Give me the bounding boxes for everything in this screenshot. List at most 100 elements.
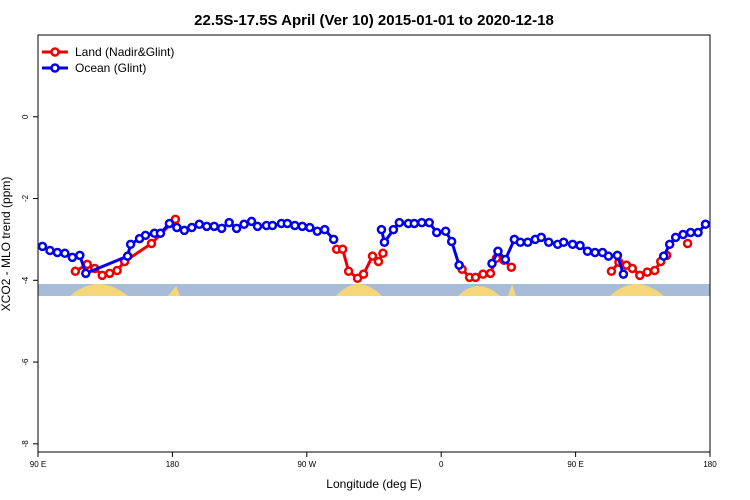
legend-label: Ocean (Glint) xyxy=(75,61,146,75)
point xyxy=(179,225,190,236)
point xyxy=(378,248,388,259)
point xyxy=(558,237,569,248)
point xyxy=(470,272,481,283)
point xyxy=(60,248,70,259)
point xyxy=(603,251,614,261)
point xyxy=(515,237,526,248)
x-tick-label: 90 E xyxy=(567,460,583,469)
x-tick-label: 180 xyxy=(703,460,717,469)
point xyxy=(478,269,488,279)
point xyxy=(590,247,600,258)
point xyxy=(319,224,330,235)
point xyxy=(394,217,405,228)
point xyxy=(201,221,212,232)
point xyxy=(417,217,427,228)
point xyxy=(67,252,78,263)
point xyxy=(682,238,693,249)
point xyxy=(112,265,122,276)
point xyxy=(352,273,363,283)
point xyxy=(52,247,63,258)
point xyxy=(122,251,133,261)
point xyxy=(376,224,387,235)
point xyxy=(305,222,315,233)
point xyxy=(388,224,399,235)
point xyxy=(209,221,219,232)
point xyxy=(618,269,629,279)
point xyxy=(627,263,638,274)
point xyxy=(246,216,257,227)
point xyxy=(543,237,554,248)
point xyxy=(337,244,348,254)
point xyxy=(231,223,242,234)
surface-mask xyxy=(38,284,710,296)
point xyxy=(649,265,660,276)
legend-marker xyxy=(50,63,60,73)
point xyxy=(81,268,91,279)
y-tick-label: 0 xyxy=(21,114,30,119)
point xyxy=(104,268,115,279)
point xyxy=(194,219,205,230)
point xyxy=(267,220,278,231)
point xyxy=(155,228,166,239)
point xyxy=(170,214,181,225)
point xyxy=(500,254,511,265)
point xyxy=(606,266,617,277)
point xyxy=(358,269,369,279)
point xyxy=(493,246,503,257)
point xyxy=(290,220,300,231)
x-tick-label: 0 xyxy=(439,460,444,469)
point xyxy=(379,237,390,248)
point xyxy=(37,241,48,252)
point xyxy=(664,239,675,250)
point xyxy=(70,266,81,277)
point xyxy=(140,230,151,241)
y-tick-label: -6 xyxy=(21,358,30,366)
point xyxy=(685,227,696,238)
y-tick-label: -2 xyxy=(21,194,30,202)
point xyxy=(282,218,293,229)
plot-frame xyxy=(37,34,711,453)
point xyxy=(446,236,457,247)
point xyxy=(454,260,464,270)
x-axis-label: Longitude (deg E) xyxy=(326,477,421,491)
point xyxy=(45,245,55,256)
point xyxy=(582,246,593,257)
point xyxy=(164,218,175,229)
point xyxy=(97,270,107,281)
point xyxy=(693,227,703,238)
point xyxy=(125,239,136,250)
point xyxy=(239,219,249,230)
point xyxy=(187,222,197,233)
point xyxy=(506,262,517,272)
y-tick-label: -4 xyxy=(21,276,30,284)
y-tick-label: -8 xyxy=(21,440,30,448)
point xyxy=(658,251,669,261)
point xyxy=(224,217,234,228)
series-line xyxy=(41,219,707,276)
point xyxy=(575,240,585,251)
point xyxy=(440,226,451,236)
point xyxy=(367,251,378,261)
y-axis-label: XCO2 - MLO trend (ppm) xyxy=(0,177,13,312)
legend-label: Land (Nadir&Glint) xyxy=(75,45,174,59)
point xyxy=(642,267,653,277)
point xyxy=(409,218,420,229)
point xyxy=(536,232,547,243)
point xyxy=(635,270,645,281)
point xyxy=(216,223,227,234)
point xyxy=(146,238,157,249)
legend-marker xyxy=(50,47,60,57)
point xyxy=(343,266,354,277)
point xyxy=(487,258,497,269)
x-tick-label: 90 W xyxy=(297,460,316,469)
x-tick-label: 90 E xyxy=(30,460,46,469)
point xyxy=(678,229,688,240)
point xyxy=(424,217,435,228)
point xyxy=(328,234,339,245)
point xyxy=(373,256,384,267)
point xyxy=(312,226,323,236)
x-tick-label: 180 xyxy=(166,460,180,469)
point xyxy=(523,237,533,248)
point xyxy=(670,232,681,243)
point xyxy=(612,250,623,261)
